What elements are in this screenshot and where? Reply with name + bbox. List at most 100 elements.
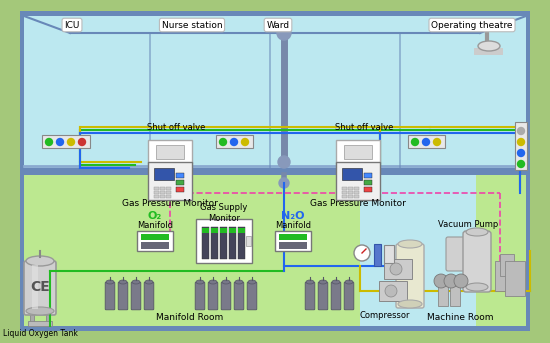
Bar [515,122,527,170]
FancyBboxPatch shape [446,237,466,271]
Bar [176,180,184,185]
Bar [216,135,253,148]
Ellipse shape [26,256,54,266]
Circle shape [241,139,249,145]
Bar [20,11,24,331]
Ellipse shape [398,300,422,308]
Bar [229,228,236,233]
Bar [160,191,165,194]
Bar [246,236,251,246]
Bar [354,191,359,194]
Text: Manifold: Manifold [137,221,173,229]
Bar [166,191,171,194]
Ellipse shape [345,280,353,284]
Text: CE: CE [30,280,50,294]
Bar [141,242,169,249]
Text: Gas Pressure Monitor: Gas Pressure Monitor [122,200,218,209]
Circle shape [411,139,419,145]
Circle shape [354,245,370,261]
FancyBboxPatch shape [331,282,341,310]
Circle shape [433,139,441,145]
Circle shape [422,139,430,145]
Circle shape [278,156,290,168]
Bar [137,231,173,251]
Text: Gas Pressure Monitor: Gas Pressure Monitor [310,200,406,209]
Circle shape [518,150,525,156]
Circle shape [385,285,397,297]
FancyBboxPatch shape [118,282,128,310]
Ellipse shape [248,280,256,284]
Text: ICU: ICU [64,21,80,29]
Ellipse shape [306,280,314,284]
Bar [354,195,359,198]
Circle shape [434,274,448,288]
Bar [166,187,171,190]
Bar [148,140,192,164]
Ellipse shape [26,307,54,315]
Ellipse shape [332,280,340,284]
Bar [348,191,353,194]
Text: Shut off valve: Shut off valve [335,123,393,132]
Bar [364,173,372,178]
Bar [154,195,159,198]
Bar [176,187,184,192]
Circle shape [444,274,458,288]
Bar [408,135,445,148]
FancyBboxPatch shape [318,282,328,310]
Bar [20,11,530,168]
Bar [229,227,236,259]
FancyBboxPatch shape [463,231,491,292]
Bar [360,175,520,331]
Text: Ward: Ward [266,21,289,29]
FancyBboxPatch shape [131,282,141,310]
Bar [196,219,252,263]
Circle shape [518,139,525,145]
FancyBboxPatch shape [344,282,354,310]
Bar [148,162,192,200]
Bar [30,312,34,326]
Bar [495,261,513,291]
FancyBboxPatch shape [305,282,315,310]
Text: Machine Room: Machine Room [427,312,493,321]
Circle shape [219,139,227,145]
Text: Gas Supply
Monitor: Gas Supply Monitor [200,203,248,223]
Bar [379,281,407,301]
Bar [344,145,372,159]
Bar [20,326,530,331]
FancyBboxPatch shape [24,261,56,315]
Bar [20,11,530,16]
FancyBboxPatch shape [208,282,218,310]
Bar [238,227,245,259]
Text: Nurse station: Nurse station [162,21,222,29]
Bar [20,175,360,331]
Bar [336,162,380,200]
Bar [211,228,218,233]
Bar [342,195,347,198]
Text: Liquid Oxygen Tank: Liquid Oxygen Tank [3,329,78,338]
FancyBboxPatch shape [144,282,154,310]
Bar [28,321,52,326]
Bar [154,168,174,180]
Bar [364,187,372,192]
Bar [348,195,353,198]
Ellipse shape [466,228,488,236]
Bar [20,168,530,175]
Bar [505,261,525,296]
Ellipse shape [209,280,217,284]
Bar [238,228,245,233]
Bar [275,231,311,251]
Bar [374,244,381,266]
Circle shape [46,139,52,145]
Bar [42,135,90,148]
Bar [220,228,227,233]
Circle shape [79,139,85,145]
Circle shape [277,26,291,40]
Ellipse shape [119,280,127,284]
Ellipse shape [478,41,500,51]
Bar [160,187,165,190]
Ellipse shape [196,280,204,284]
Text: Shut off valve: Shut off valve [147,123,205,132]
Ellipse shape [222,280,230,284]
Ellipse shape [145,280,153,284]
Bar [476,175,530,331]
